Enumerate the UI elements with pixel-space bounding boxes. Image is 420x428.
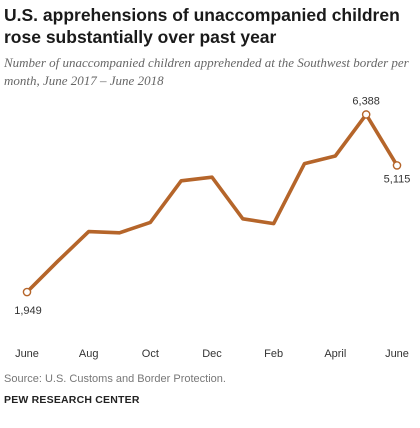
chart-title: U.S. apprehensions of unaccompanied chil… [4, 5, 400, 47]
x-tick-label: Aug [79, 348, 99, 360]
x-tick-label: April [324, 348, 346, 360]
source-note: Source: U.S. Customs and Border Protecti… [4, 373, 226, 385]
series-line [25, 112, 399, 294]
brand-label: PEW RESEARCH CENTER [4, 394, 140, 406]
chart-subtitle: Number of unaccompanied children apprehe… [4, 55, 409, 88]
data-label: 6,388 [352, 95, 380, 107]
data-point-marker [22, 287, 32, 297]
x-tick-label: Oct [142, 348, 159, 360]
x-tick-label: June [15, 348, 39, 360]
data-point-marker [361, 110, 371, 119]
data-label: 5,115 [384, 173, 411, 185]
data-label: 1,949 [14, 305, 42, 317]
x-tick-label: Dec [202, 348, 222, 360]
x-tick-label: Feb [264, 348, 283, 360]
x-tick-label: June [385, 348, 409, 360]
data-point-marker [392, 161, 402, 170]
